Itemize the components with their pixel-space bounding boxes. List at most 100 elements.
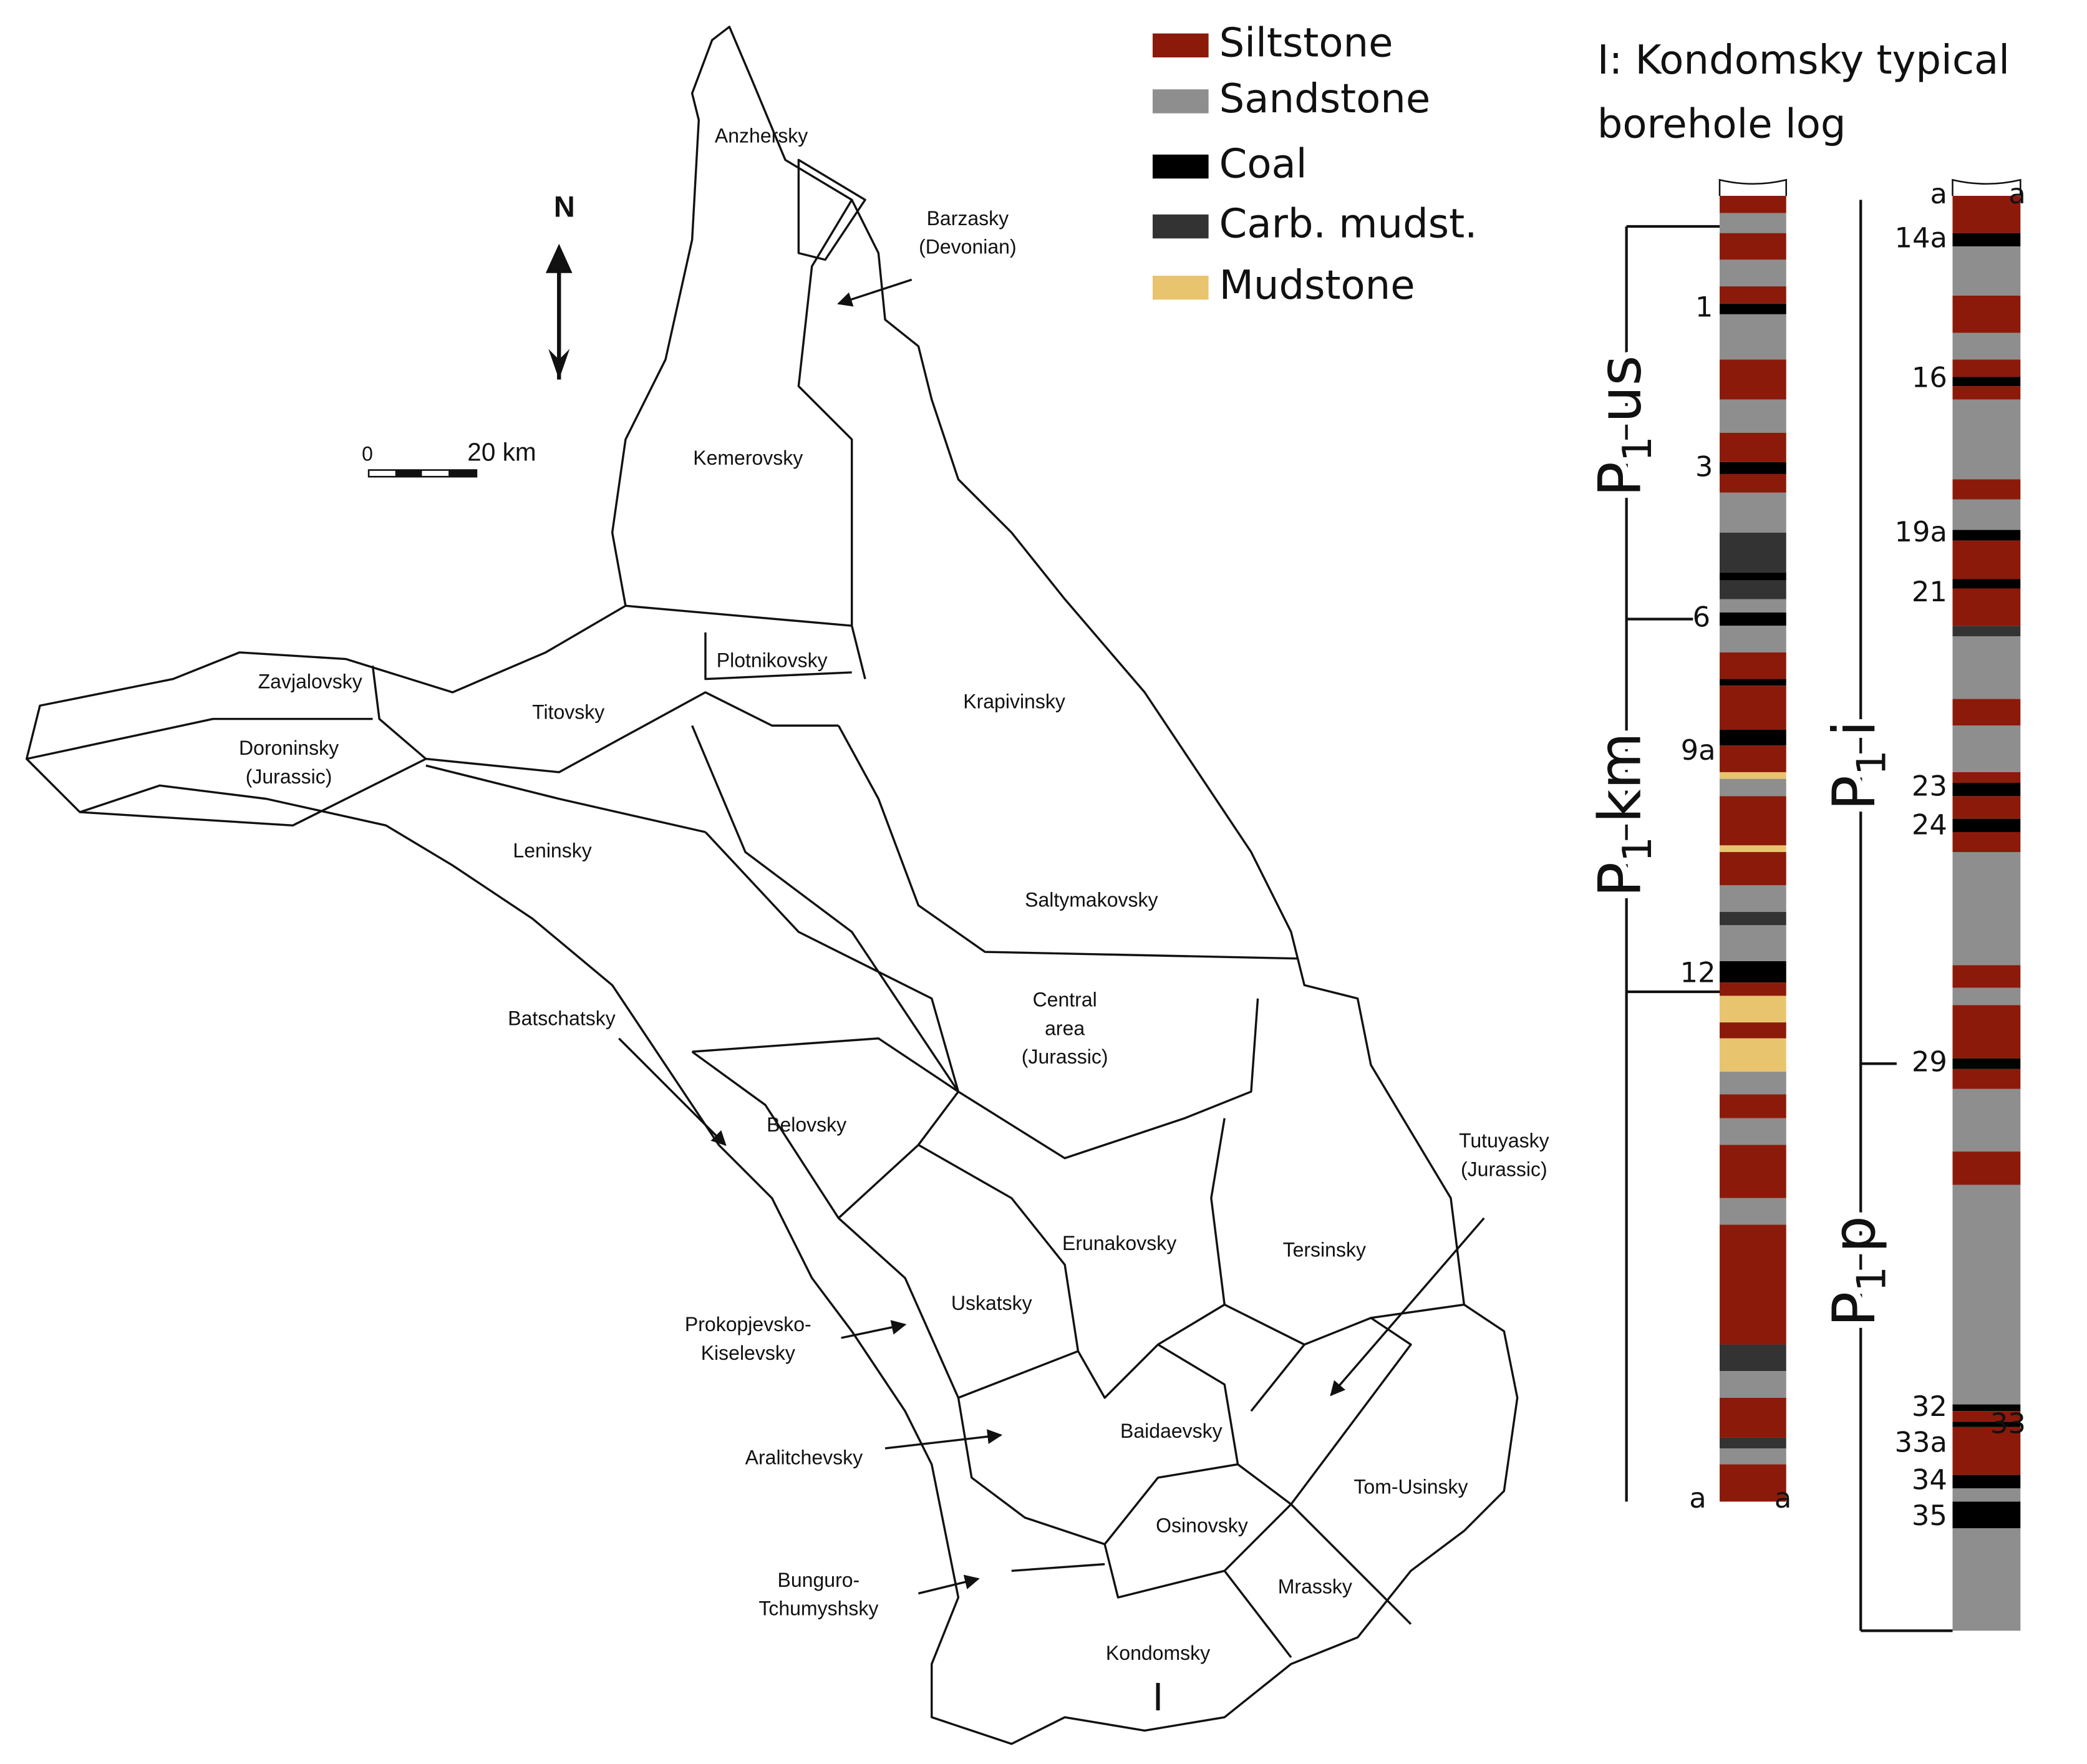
column-end: a (1930, 177, 1947, 210)
stratum (1952, 540, 2021, 579)
arrows (618, 278, 1485, 1595)
region-label: Barzasky (927, 207, 1009, 230)
legend-label: Carb. mudst. (1219, 201, 1478, 248)
stratum (1720, 1022, 1786, 1039)
seam-label: 35 (1912, 1499, 1947, 1532)
stratum (1720, 612, 1786, 626)
stratum (1720, 399, 1786, 433)
region-label: Zavjalovsky (258, 670, 362, 692)
stratum (1720, 233, 1786, 260)
region-label: Uskatsky (951, 1292, 1032, 1314)
legend-label: Coal (1219, 142, 1307, 188)
seam-label: 24 (1912, 808, 1947, 841)
stratum (1952, 1488, 2021, 1502)
region-label: Krapivinsky (963, 690, 1065, 712)
region-label: Tom-Usinsky (1353, 1475, 1468, 1498)
stratum (1720, 1224, 1786, 1345)
region-label: Tchumyshsky (758, 1597, 878, 1620)
stratum (1720, 885, 1786, 913)
log-title: I: Kondomsky typical (1597, 37, 2010, 84)
stratum (1720, 796, 1786, 846)
formation-symbol: P (1586, 862, 1654, 898)
column-cap (1952, 178, 2022, 196)
seam-label: 3 (1695, 450, 1713, 483)
region-label: Prokopjevsko- (685, 1313, 811, 1335)
stratum (1720, 1094, 1786, 1118)
stratum (1952, 965, 2021, 988)
stratum (1952, 699, 2021, 726)
stratum (1952, 1069, 2021, 1089)
stratum (1720, 686, 1786, 730)
scale-start: 0 (362, 443, 373, 465)
seam-label: 9a (1681, 734, 1716, 767)
seam-label: 12 (1680, 956, 1716, 989)
stratum (1720, 286, 1786, 304)
stratum (1952, 1404, 2021, 1412)
stratum (1952, 636, 2021, 699)
stratum (1952, 987, 2021, 1006)
north-arrow: N (545, 191, 575, 380)
stratum (1720, 580, 1786, 599)
stratum (1952, 479, 2021, 500)
stratum (1720, 572, 1786, 581)
stratum (1952, 233, 2021, 247)
stratum (1720, 1344, 1786, 1372)
north-label: N (554, 191, 575, 223)
stratum (1952, 772, 2021, 783)
stratum (1720, 532, 1786, 573)
stratum (1952, 1475, 2021, 1489)
legend-label: Mudstone (1219, 263, 1415, 309)
stratum (1720, 432, 1786, 462)
region-label: Doroninsky (239, 737, 339, 759)
stratum (1952, 796, 2021, 819)
stratum (1720, 303, 1786, 314)
seam-label: 21 (1912, 575, 1947, 608)
seam-label: 19a (1894, 515, 1947, 548)
region-label: (Jurassic) (246, 765, 332, 788)
formation-symbol: P (1586, 462, 1654, 497)
stratum (1952, 626, 2021, 637)
log-marker: I (1153, 1674, 1164, 1719)
stratum (1952, 579, 2021, 589)
stratum (1720, 314, 1786, 360)
formation-suffix: p (1821, 1216, 1889, 1253)
stratum (1952, 831, 2021, 852)
stratum (1720, 1118, 1786, 1145)
stratum (1720, 259, 1786, 287)
region-label: Central (1033, 988, 1097, 1010)
stratum (1720, 1397, 1786, 1438)
stratum (1720, 745, 1786, 772)
stratum (1952, 1528, 2021, 1631)
column-end: a (2008, 177, 2025, 210)
stratum (1952, 1185, 2021, 1405)
stratum (1952, 818, 2021, 832)
stratum (1720, 925, 1786, 961)
region-label: Aralitchevsky (745, 1447, 863, 1469)
region-label: (Jurassic) (1461, 1158, 1547, 1181)
stratum (1720, 1145, 1786, 1198)
formation-symbol: P (1821, 775, 1889, 811)
scale-end: 20 km (467, 438, 536, 467)
legend-swatch (1152, 33, 1209, 58)
region-label: area (1045, 1017, 1085, 1039)
region-label: (Devonian) (919, 236, 1017, 258)
formation-suffix: us (1586, 356, 1654, 423)
stratum (1720, 1371, 1786, 1398)
stratum (1720, 473, 1786, 493)
stratum (1952, 386, 2021, 400)
stratum (1720, 772, 1786, 779)
seam-label: 29 (1912, 1045, 1947, 1078)
stratum (1952, 195, 2021, 233)
region-label: Tersinsky (1283, 1239, 1366, 1261)
stratum (1720, 462, 1786, 474)
stratum (1952, 1005, 2021, 1059)
stratum (1952, 332, 2021, 360)
region-label: Leninsky (513, 839, 591, 861)
legend-swatch (1152, 275, 1209, 300)
region-label: Plotnikovsky (717, 649, 828, 671)
region-label: Kondomsky (1106, 1642, 1210, 1664)
seam-label: 1 (1695, 290, 1713, 323)
stratum (1720, 195, 1786, 213)
stratum (1952, 783, 2021, 797)
